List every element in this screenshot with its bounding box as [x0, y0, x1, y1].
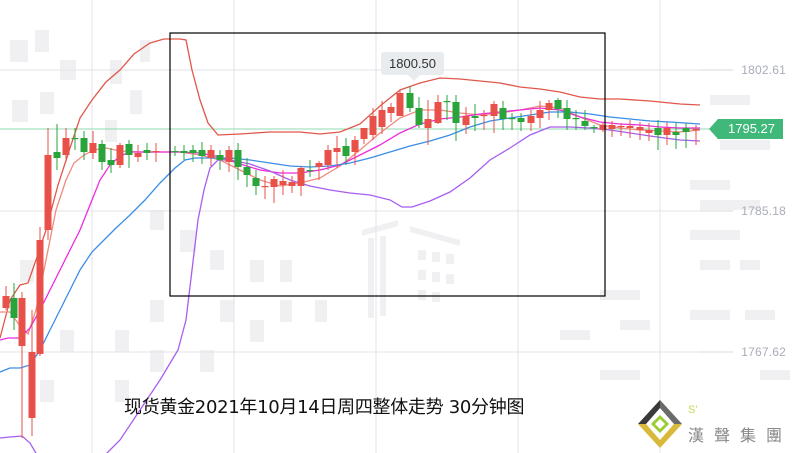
candle	[107, 148, 115, 173]
y-axis-label-top: 1802.61	[741, 63, 786, 77]
candlesticks	[2, 86, 700, 438]
candle	[270, 176, 278, 203]
company-logo: S' 漢聲集團	[636, 398, 796, 450]
candle	[171, 146, 179, 156]
candle	[654, 120, 662, 150]
highlight-box	[169, 32, 606, 297]
candle	[554, 98, 562, 118]
candle	[306, 160, 314, 177]
candle	[508, 113, 516, 130]
y-axis-label-bottom: 1767.62	[741, 345, 786, 359]
bollinger-lower-line	[0, 126, 701, 453]
candle	[234, 143, 242, 180]
candle	[207, 145, 215, 166]
candle	[572, 110, 580, 130]
grid-lines	[0, 0, 710, 453]
candle	[480, 110, 488, 130]
candle	[499, 101, 507, 130]
candle	[180, 145, 188, 160]
candle	[406, 86, 414, 112]
candle	[536, 101, 544, 128]
candle	[198, 142, 206, 164]
candle	[324, 145, 332, 170]
candle	[152, 143, 160, 162]
candle	[297, 166, 305, 196]
candle	[369, 108, 377, 140]
candle	[443, 95, 451, 120]
candle	[279, 170, 287, 195]
candle	[89, 131, 97, 159]
candle	[342, 138, 350, 165]
candle	[424, 100, 432, 145]
bollinger-upper-line	[0, 38, 701, 339]
candle	[672, 123, 680, 149]
candle	[617, 123, 625, 136]
candle	[415, 97, 423, 128]
candle	[134, 145, 142, 162]
ma-blue-line	[0, 111, 701, 373]
candle	[288, 176, 296, 193]
candle	[599, 123, 607, 132]
candle	[44, 128, 52, 240]
candle	[225, 146, 233, 172]
candle	[71, 128, 79, 150]
candle	[2, 286, 10, 310]
candle	[636, 122, 644, 140]
diamond-logo-icon	[638, 400, 682, 448]
candle	[116, 143, 124, 168]
candle	[462, 107, 470, 134]
candle	[663, 122, 671, 145]
candle	[261, 176, 269, 199]
price-tooltip: 1800.50	[381, 52, 444, 81]
candle	[581, 110, 589, 130]
current-price-tag: 1795.27	[709, 119, 783, 139]
candle	[682, 123, 690, 148]
axis-ticks	[700, 69, 733, 353]
candle	[351, 136, 359, 165]
candle	[590, 125, 598, 133]
candle	[645, 123, 653, 141]
candle	[452, 95, 460, 141]
candle	[387, 103, 395, 122]
y-axis-label-middle: 1785.18	[741, 204, 786, 218]
candle	[98, 140, 106, 170]
indicator-lines	[0, 38, 701, 453]
candle	[545, 100, 553, 120]
candle	[434, 95, 442, 124]
candle	[490, 101, 498, 133]
logo-company-name: 漢聲集團	[688, 426, 793, 445]
candle	[626, 120, 634, 138]
candle	[62, 128, 70, 162]
candle	[243, 158, 251, 187]
candle	[378, 101, 386, 134]
candle	[333, 136, 341, 168]
candle	[28, 310, 36, 436]
candle	[517, 113, 525, 131]
candle	[360, 128, 368, 144]
candle	[608, 121, 616, 137]
candle	[315, 161, 323, 180]
candle	[216, 150, 224, 170]
candle	[527, 110, 535, 131]
candle	[80, 131, 88, 160]
candle	[10, 283, 18, 330]
candle	[189, 145, 197, 162]
candle	[563, 100, 571, 130]
candle	[143, 143, 151, 160]
candle	[18, 292, 26, 438]
logo-subtext: S'	[688, 404, 698, 416]
candle	[692, 125, 700, 145]
building-watermark	[10, 30, 790, 402]
candle	[396, 90, 404, 116]
candle	[36, 227, 44, 356]
chart-caption: 现货黄金2021年10月14日周四整体走势 30分钟图	[124, 397, 525, 418]
candle	[471, 104, 479, 131]
candle	[53, 124, 61, 170]
candle	[125, 140, 133, 168]
candle	[252, 170, 260, 195]
ma-magenta-line	[0, 107, 700, 341]
